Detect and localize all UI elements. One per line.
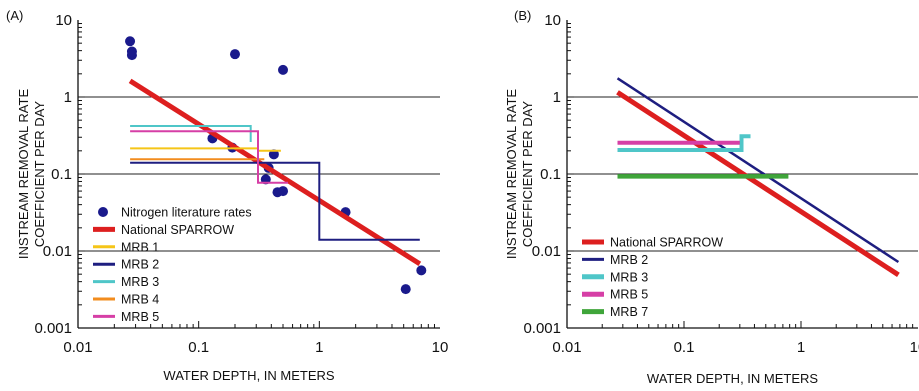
y-axis-title-line: COEFFICIENT PER DAY — [32, 101, 47, 247]
legend-entry: National SPARROW — [93, 223, 234, 237]
legend-entry: MRB 3 — [93, 275, 159, 289]
x-tick-label: 0.1 — [674, 339, 695, 356]
y-tick-label: 1 — [64, 89, 72, 106]
legend-label: National SPARROW — [610, 236, 723, 250]
x-tick-label: 0.01 — [552, 339, 581, 356]
y-tick-label: 1 — [553, 89, 561, 106]
x-tick-label: 10 — [432, 339, 449, 356]
y-tick-label: 0.001 — [523, 320, 561, 337]
panel-label: (A) — [6, 8, 23, 23]
legend-entry: Nitrogen literature rates — [98, 206, 252, 220]
scatter-point — [278, 64, 289, 75]
legend-label: MRB 7 — [610, 305, 648, 319]
legend-marker — [98, 207, 108, 217]
y-tick-label: 0.1 — [51, 166, 72, 183]
y-tick-label: 0.1 — [540, 166, 561, 183]
y-tick-label: 0.01 — [532, 243, 561, 260]
legend-entry: MRB 3 — [582, 270, 648, 284]
legend-entry: MRB 2 — [93, 258, 159, 272]
legend-label: MRB 3 — [121, 275, 159, 289]
legend-entry: MRB 5 — [582, 288, 648, 302]
x-tick-label: 0.01 — [63, 339, 92, 356]
legend-label: National SPARROW — [121, 223, 234, 237]
x-axis-title: WATER DEPTH, IN METERS — [647, 371, 819, 386]
scatter-point — [229, 49, 240, 60]
legend-entry: MRB 5 — [93, 310, 159, 324]
x-tick-label: 0.1 — [188, 339, 209, 356]
scatter-point — [400, 284, 411, 295]
legend-label: MRB 2 — [610, 253, 648, 267]
scatter-point — [416, 265, 427, 276]
scatter-point — [278, 186, 289, 197]
scatter-point — [125, 36, 136, 47]
scatter-point — [268, 149, 279, 160]
legend-entry: MRB 4 — [93, 293, 159, 307]
legend-entry: MRB 7 — [582, 305, 648, 319]
y-tick-label: 0.01 — [43, 243, 72, 260]
chart-0: 0.01 0.1 1 10 0.001 0.01 0.1 1 10 (A) WATER DEPTH,… — [6, 8, 448, 383]
series-line-mrb-5 — [130, 130, 288, 184]
y-axis-title-line: COEFFICIENT PER DAY — [520, 101, 535, 247]
legend-label: MRB 1 — [121, 240, 159, 254]
scatter-point — [126, 50, 137, 61]
series-line-mrb-2 — [616, 77, 900, 264]
series-line-mrb-3 — [130, 125, 252, 142]
series-line-mrb-2 — [130, 161, 420, 241]
series-line-national-sparrow — [128, 78, 422, 267]
legend-label: MRB 3 — [610, 270, 648, 284]
y-tick-label: 10 — [544, 12, 561, 29]
series-line-national-sparrow — [616, 90, 900, 277]
legend-label: MRB 2 — [121, 258, 159, 272]
panel-label: (B) — [514, 8, 531, 23]
legend-entry: National SPARROW — [582, 236, 723, 250]
legend-label: Nitrogen literature rates — [121, 206, 252, 220]
x-tick-label: 1 — [315, 339, 323, 356]
x-tick-label: 1 — [797, 339, 805, 356]
y-axis-title-line: INSTREAM REMOVAL RATE — [504, 89, 519, 260]
legend-label: MRB 5 — [121, 310, 159, 324]
legend-entry: MRB 1 — [93, 240, 159, 254]
x-axis-title: WATER DEPTH, IN METERS — [163, 368, 335, 383]
series-line-mrb-3 — [617, 134, 751, 152]
legend-label: MRB 5 — [610, 288, 648, 302]
y-axis-title-line: INSTREAM REMOVAL RATE — [16, 89, 31, 260]
x-tick-label: 10 — [910, 339, 919, 356]
legend-entry: MRB 2 — [582, 253, 648, 267]
y-tick-label: 0.001 — [34, 320, 72, 337]
chart-1: 0.01 0.1 1 10 0.001 0.01 0.1 1 10 (B) WATER DEPTH,… — [504, 8, 919, 386]
legend-label: MRB 4 — [121, 293, 159, 307]
y-tick-label: 10 — [55, 12, 72, 29]
